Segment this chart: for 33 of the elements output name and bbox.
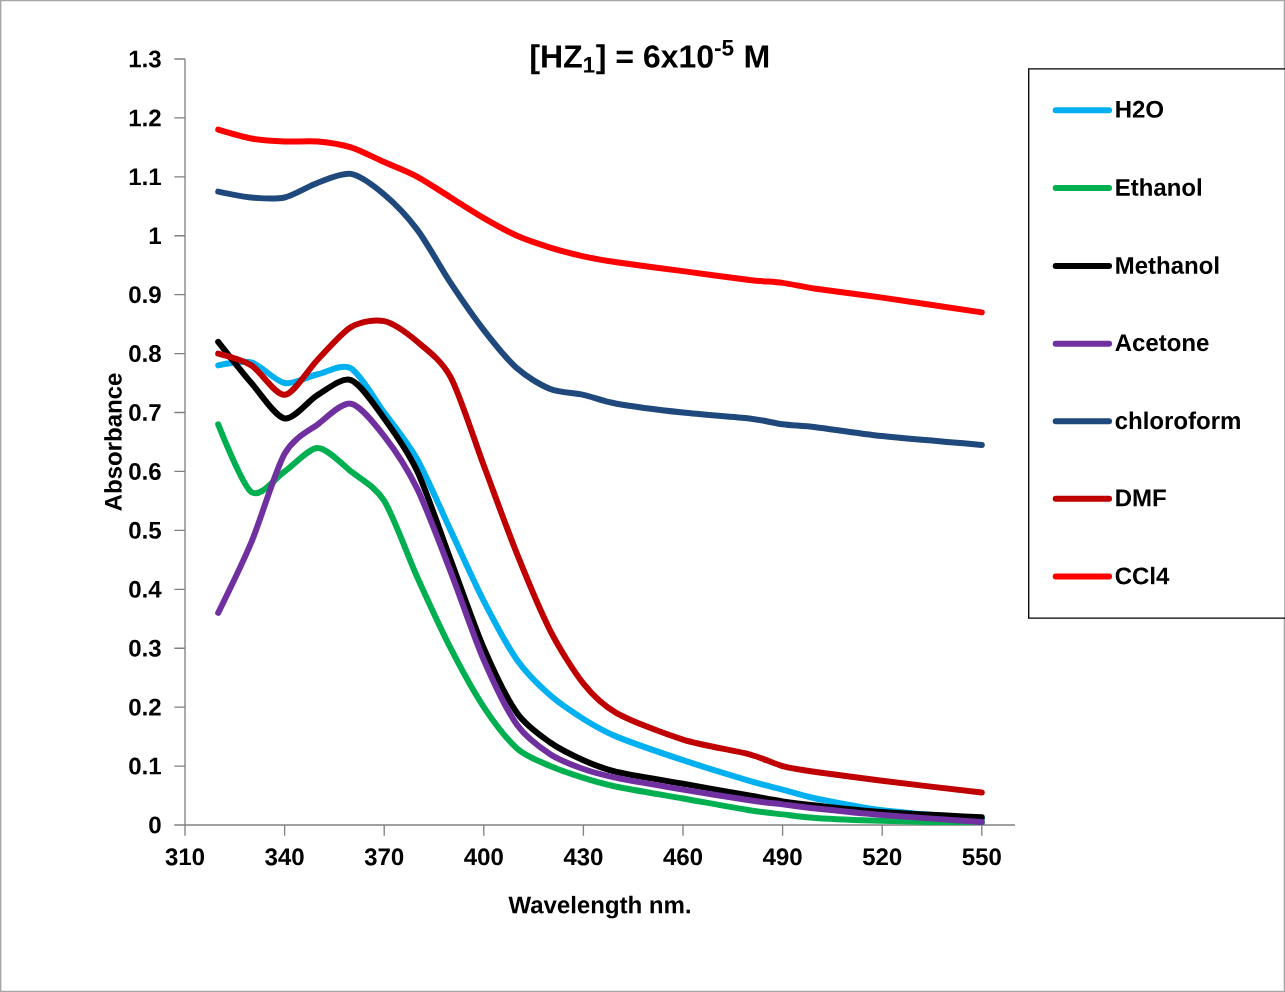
y-tick-label: 0.2	[129, 698, 161, 716]
y-tick-label: 0.3	[129, 639, 161, 657]
legend-label: chloroform	[1115, 411, 1240, 430]
y-tick-label: 1.2	[129, 109, 161, 127]
legend-label: H2O	[1116, 100, 1164, 118]
x-tick-label: 400	[464, 848, 503, 866]
x-tick-label: 310	[165, 848, 205, 866]
chart-title: [HZ$_{1}$] = 6x10$^{-5}$ M	[531, 40, 769, 75]
x-tick-label: 460	[663, 848, 703, 866]
y-tick-label: 0.7	[129, 404, 161, 422]
y-tick-label: 0.1	[129, 757, 161, 775]
y-tick-label: 0.9	[129, 286, 161, 304]
x-tick-label: 550	[962, 848, 1001, 866]
y-tick-label: 0.5	[129, 521, 161, 539]
legend-label: Acetone	[1115, 334, 1209, 352]
legend-label: DMF	[1116, 489, 1166, 507]
x-tick-label: 430	[563, 848, 603, 866]
x-tick-label: 370	[364, 848, 404, 866]
y-tick-label: 1	[149, 227, 161, 245]
y-tick-label: 0.8	[129, 345, 161, 363]
y-axis-title: Absorbance	[104, 373, 122, 511]
legend-label: Methanol	[1116, 256, 1219, 274]
y-tick-label: 0	[149, 816, 161, 834]
y-tick-label: 1.3	[129, 50, 161, 68]
legend-label: Ethanol	[1116, 178, 1202, 196]
x-axis-title: Wavelength nm.	[508, 895, 690, 919]
y-tick-label: 1.1	[129, 168, 161, 186]
x-tick-label: 520	[862, 848, 902, 866]
y-tick-label: 0.6	[129, 462, 161, 480]
x-tick-label: 340	[265, 848, 304, 866]
legend-label: CCl4	[1115, 566, 1170, 585]
y-tick-label: 0.4	[129, 580, 162, 598]
x-tick-label: 490	[762, 848, 802, 866]
